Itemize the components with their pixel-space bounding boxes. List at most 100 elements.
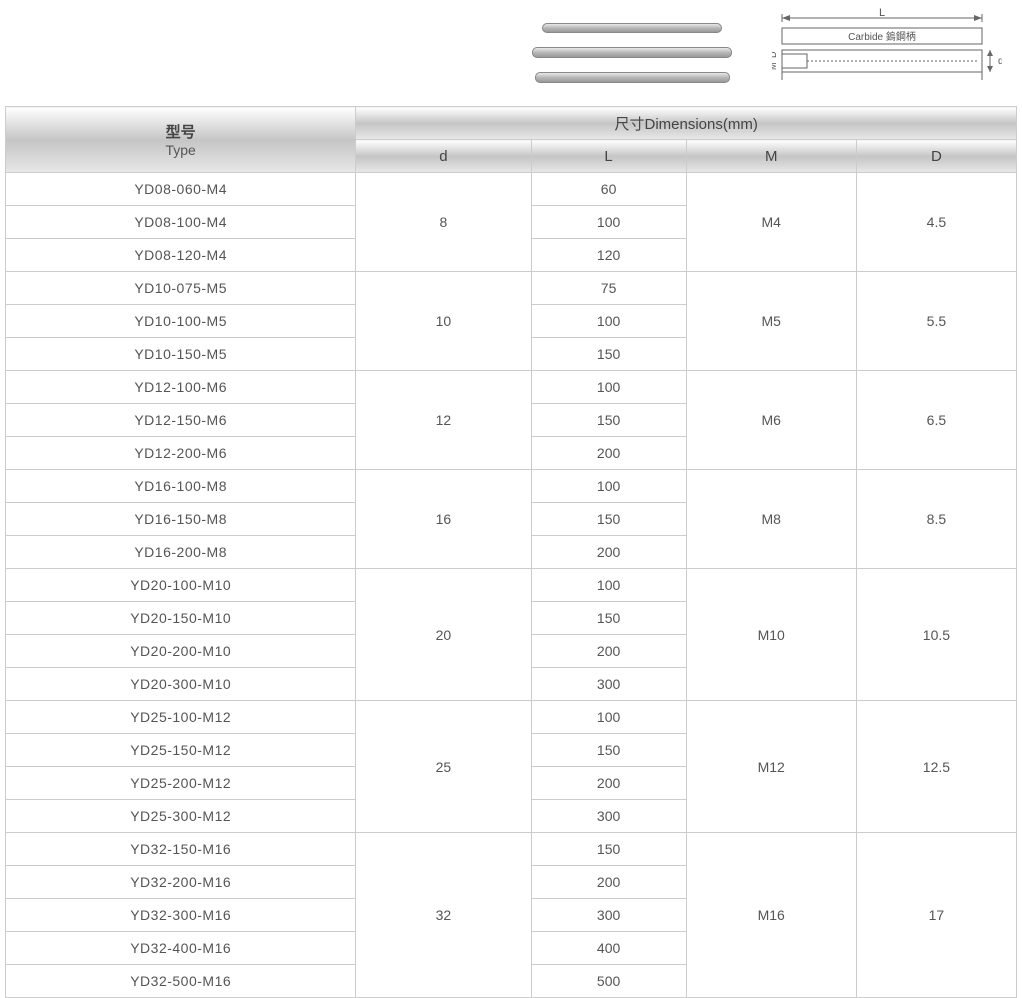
cell-d: 20 [356, 569, 531, 701]
top-illustration-area: L Carbide 鎢鋼柄 D M d [0, 0, 1022, 106]
table-row: YD20-100-M1020100M1010.5 [6, 569, 1017, 602]
cell-type: YD08-120-M4 [6, 239, 356, 272]
cell-L: 200 [531, 767, 686, 800]
diagram-label-d: d [998, 56, 1002, 67]
rod-image-3 [535, 72, 730, 83]
table-row: YD32-150-M1632150M1617 [6, 833, 1017, 866]
cell-L: 150 [531, 602, 686, 635]
table-header: 型号 Type 尺寸Dimensions(mm) d L M D [6, 107, 1017, 173]
header-d: d [356, 140, 531, 173]
cell-type: YD12-100-M6 [6, 371, 356, 404]
cell-D: 4.5 [856, 173, 1016, 272]
cell-L: 150 [531, 404, 686, 437]
cell-L: 120 [531, 239, 686, 272]
diagram-label-D: D [772, 51, 778, 58]
cell-type: YD20-200-M10 [6, 635, 356, 668]
header-dimensions: 尺寸Dimensions(mm) [356, 107, 1017, 140]
cell-D: 5.5 [856, 272, 1016, 371]
rod-image-2 [532, 47, 732, 58]
cell-type: YD16-100-M8 [6, 470, 356, 503]
cell-L: 150 [531, 338, 686, 371]
cell-L: 150 [531, 503, 686, 536]
cell-type: YD12-200-M6 [6, 437, 356, 470]
cell-type: YD25-200-M12 [6, 767, 356, 800]
cell-L: 75 [531, 272, 686, 305]
table-row: YD12-100-M612100M66.5 [6, 371, 1017, 404]
cell-type: YD20-300-M10 [6, 668, 356, 701]
diagram-label-carbide: Carbide 鎢鋼柄 [848, 30, 916, 43]
cell-L: 100 [531, 470, 686, 503]
header-L: L [531, 140, 686, 173]
cell-M: M6 [686, 371, 856, 470]
cell-type: YD25-300-M12 [6, 800, 356, 833]
cell-L: 300 [531, 668, 686, 701]
cell-L: 400 [531, 932, 686, 965]
table-row: YD25-100-M1225100M1212.5 [6, 701, 1017, 734]
cell-L: 100 [531, 206, 686, 239]
cell-L: 200 [531, 437, 686, 470]
cell-d: 12 [356, 371, 531, 470]
product-rods-image [532, 23, 732, 83]
cell-M: M10 [686, 569, 856, 701]
table-row: YD10-075-M51075M55.5 [6, 272, 1017, 305]
cell-M: M4 [686, 173, 856, 272]
cell-type: YD32-300-M16 [6, 899, 356, 932]
cell-d: 25 [356, 701, 531, 833]
cell-type: YD20-150-M10 [6, 602, 356, 635]
cell-L: 300 [531, 800, 686, 833]
cell-L: 100 [531, 569, 686, 602]
cell-D: 17 [856, 833, 1016, 998]
cell-M: M12 [686, 701, 856, 833]
cell-d: 10 [356, 272, 531, 371]
header-M: M [686, 140, 856, 173]
cell-M: M5 [686, 272, 856, 371]
spec-table: 型号 Type 尺寸Dimensions(mm) d L M D YD08-06… [5, 106, 1017, 998]
cell-L: 200 [531, 866, 686, 899]
cell-d: 8 [356, 173, 531, 272]
cell-type: YD32-150-M16 [6, 833, 356, 866]
rod-image-1 [542, 23, 722, 33]
cell-L: 150 [531, 734, 686, 767]
cell-L: 100 [531, 371, 686, 404]
cell-L: 60 [531, 173, 686, 206]
cell-L: 100 [531, 701, 686, 734]
cell-type: YD08-100-M4 [6, 206, 356, 239]
cell-type: YD32-400-M16 [6, 932, 356, 965]
cell-M: M8 [686, 470, 856, 569]
cell-type: YD25-150-M12 [6, 734, 356, 767]
cell-L: 200 [531, 536, 686, 569]
cell-type: YD16-150-M8 [6, 503, 356, 536]
dimension-diagram: L Carbide 鎢鋼柄 D M d [772, 8, 1002, 98]
table-body: YD08-060-M4860M44.5YD08-100-M4100YD08-12… [6, 173, 1017, 998]
cell-d: 16 [356, 470, 531, 569]
cell-D: 8.5 [856, 470, 1016, 569]
diagram-label-M: M [772, 63, 778, 71]
table-row: YD08-060-M4860M44.5 [6, 173, 1017, 206]
cell-D: 10.5 [856, 569, 1016, 701]
cell-d: 32 [356, 833, 531, 998]
header-type-en: Type [6, 142, 355, 158]
cell-type: YD08-060-M4 [6, 173, 356, 206]
header-type-cn: 型号 [166, 124, 196, 141]
cell-type: YD10-100-M5 [6, 305, 356, 338]
cell-type: YD32-200-M16 [6, 866, 356, 899]
cell-D: 6.5 [856, 371, 1016, 470]
cell-M: M16 [686, 833, 856, 998]
header-D: D [856, 140, 1016, 173]
cell-type: YD25-100-M12 [6, 701, 356, 734]
header-type: 型号 Type [6, 107, 356, 173]
table-row: YD16-100-M816100M88.5 [6, 470, 1017, 503]
cell-L: 500 [531, 965, 686, 998]
cell-type: YD10-075-M5 [6, 272, 356, 305]
cell-L: 100 [531, 305, 686, 338]
cell-D: 12.5 [856, 701, 1016, 833]
cell-type: YD32-500-M16 [6, 965, 356, 998]
cell-type: YD10-150-M5 [6, 338, 356, 371]
cell-L: 150 [531, 833, 686, 866]
cell-type: YD20-100-M10 [6, 569, 356, 602]
cell-type: YD12-150-M6 [6, 404, 356, 437]
cell-L: 200 [531, 635, 686, 668]
cell-type: YD16-200-M8 [6, 536, 356, 569]
cell-L: 300 [531, 899, 686, 932]
diagram-label-L: L [879, 8, 885, 19]
